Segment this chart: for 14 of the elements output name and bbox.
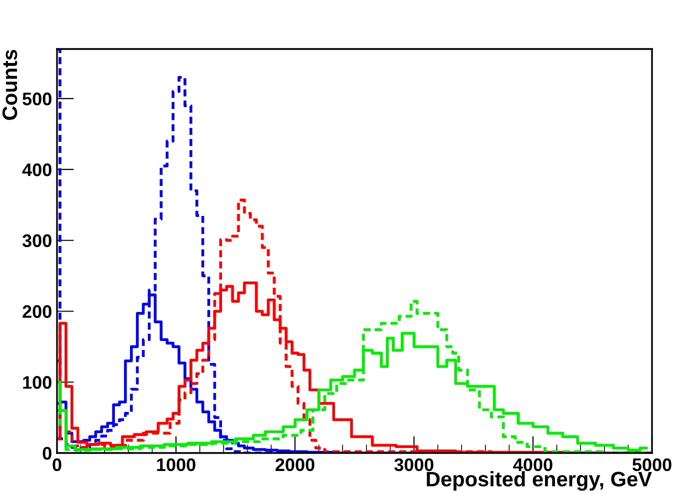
- x-tick-label: 4000: [513, 458, 552, 472]
- x-tick-label: 1000: [157, 458, 196, 472]
- x-axis-title: Deposited energy, GeV: [426, 471, 652, 491]
- y-tick-label: 300: [22, 234, 52, 248]
- y-tick-label: 200: [22, 305, 52, 318]
- y-tick-label: 400: [22, 163, 52, 176]
- x-tick-label: 5000: [632, 458, 672, 472]
- x-tick-label: 0: [52, 458, 62, 472]
- y-tick-label: 0: [42, 446, 52, 460]
- x-tick-label: 2000: [276, 458, 314, 472]
- y-tick-label: 100: [23, 376, 52, 389]
- y-tick-label: 500: [22, 92, 52, 106]
- x-tick-label: 3000: [394, 458, 434, 472]
- y-axis-title: Counts: [2, 50, 18, 120]
